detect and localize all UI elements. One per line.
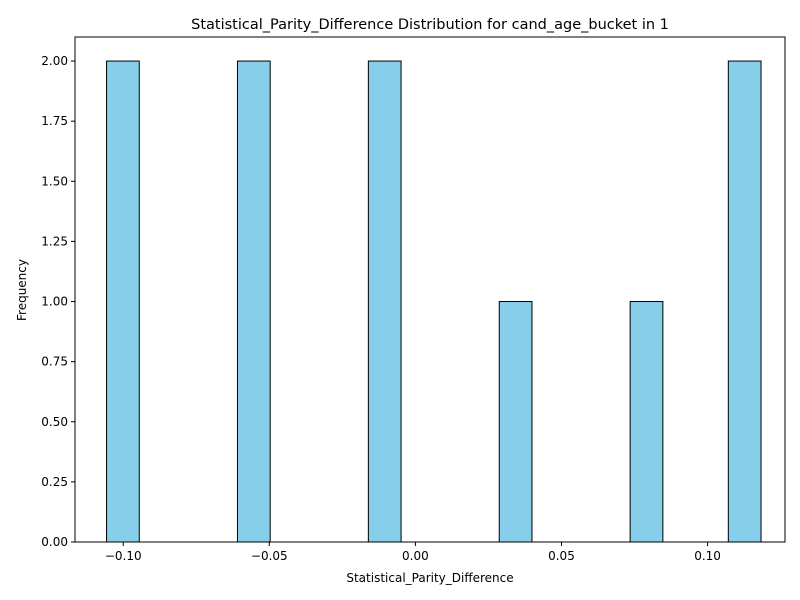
x-axis-ticks: −0.10 −0.05 0.00 0.05 0.10 <box>105 542 721 563</box>
histogram-bar-3 <box>367 60 402 543</box>
y-tick-label: 1.25 <box>41 234 68 248</box>
y-tick-label: 0.25 <box>41 475 68 489</box>
bars-group <box>106 60 762 543</box>
y-tick-label: 0.75 <box>41 355 68 369</box>
y-tick-label: 2.00 <box>41 54 68 68</box>
y-tick-label: 0.00 <box>41 535 68 549</box>
x-tick-label: 0.00 <box>402 549 429 563</box>
y-axis-ticks: 0.00 0.25 0.50 0.75 1.00 1.25 1.50 1.75 2.00 <box>41 54 75 549</box>
histogram-bar-5 <box>629 301 664 543</box>
histogram-bar-2 <box>236 60 271 543</box>
y-tick-label: 1.00 <box>41 295 68 309</box>
histogram-bar-6 <box>727 60 762 543</box>
y-tick-label: 0.50 <box>41 415 68 429</box>
histogram-bar-4 <box>498 301 533 543</box>
x-tick-label: 0.10 <box>694 549 721 563</box>
x-tick-label: −0.05 <box>251 549 288 563</box>
x-axis-label: Statistical_Parity_Difference <box>346 571 513 585</box>
x-tick-label: −0.10 <box>105 549 142 563</box>
plot-frame <box>74 36 786 543</box>
chart-title: Statistical_Parity_Difference Distributi… <box>191 17 669 33</box>
x-tick-label: 0.05 <box>548 549 575 563</box>
y-tick-label: 1.75 <box>41 114 68 128</box>
histogram-bar-1 <box>106 60 140 543</box>
y-axis-label: Frequency <box>15 259 29 321</box>
y-tick-label: 1.50 <box>41 174 68 188</box>
